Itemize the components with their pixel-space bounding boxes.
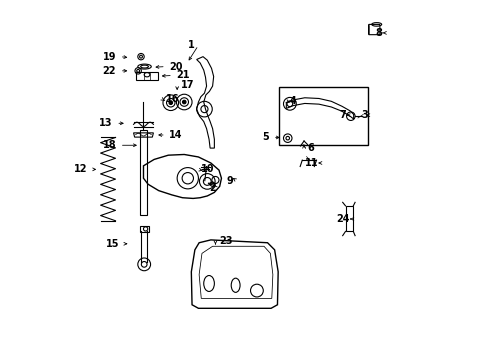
Text: 7: 7 xyxy=(339,110,346,120)
Circle shape xyxy=(182,100,185,104)
Text: 18: 18 xyxy=(102,140,116,150)
Text: 1: 1 xyxy=(188,40,195,50)
Bar xyxy=(136,72,157,80)
Circle shape xyxy=(169,101,172,104)
Text: 5: 5 xyxy=(262,132,269,143)
Text: 10: 10 xyxy=(201,165,214,174)
Text: 2: 2 xyxy=(209,183,216,193)
Text: 14: 14 xyxy=(169,130,183,140)
Text: 15: 15 xyxy=(106,239,120,249)
Text: 17: 17 xyxy=(181,80,194,90)
Text: 16: 16 xyxy=(165,94,179,104)
Bar xyxy=(139,226,148,233)
Text: 22: 22 xyxy=(102,66,116,76)
Text: 23: 23 xyxy=(219,236,232,246)
Text: 21: 21 xyxy=(176,71,189,80)
Text: 3: 3 xyxy=(360,110,367,120)
Text: 6: 6 xyxy=(307,143,314,153)
Bar xyxy=(345,206,353,231)
Text: 19: 19 xyxy=(102,51,116,62)
Bar xyxy=(140,130,147,215)
Text: 13: 13 xyxy=(99,118,112,128)
Text: 8: 8 xyxy=(374,28,381,38)
Text: 11: 11 xyxy=(305,158,318,168)
Text: 12: 12 xyxy=(74,165,88,174)
Bar xyxy=(279,87,367,145)
Text: 4: 4 xyxy=(289,96,296,106)
Text: 24: 24 xyxy=(336,214,349,224)
Text: 9: 9 xyxy=(226,176,233,186)
Text: 20: 20 xyxy=(169,62,183,72)
